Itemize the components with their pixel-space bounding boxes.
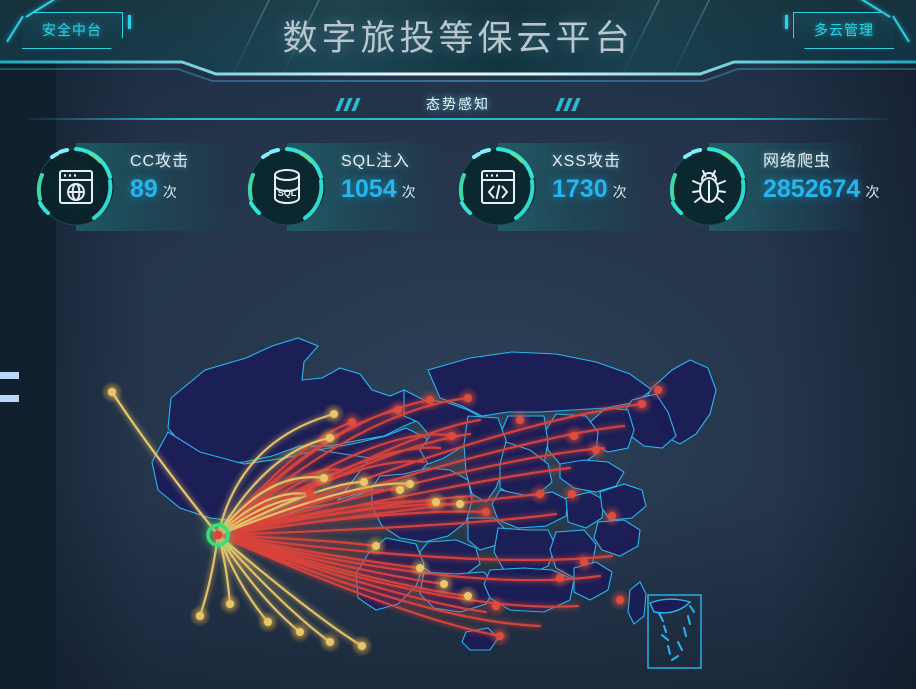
stat-card-ring: SQL xyxy=(241,141,333,233)
map-attack-nodes xyxy=(101,379,669,657)
section-underline xyxy=(28,118,888,120)
svg-text:SQL: SQL xyxy=(278,188,297,198)
stat-card-text: SQL注入 1054 次 xyxy=(341,151,453,207)
china-attack-map[interactable] xyxy=(0,250,916,689)
stat-card-value: 2852674 xyxy=(763,175,861,203)
stat-card-ring xyxy=(452,141,544,233)
stat-card-unit: 次 xyxy=(865,184,880,200)
stat-card-ring xyxy=(30,141,122,233)
left-edge-marker-1 xyxy=(0,372,19,379)
nav-button-security-center-label: 安全中台 xyxy=(42,21,102,38)
app-header: 数字旅投等保云平台 安全中台 多云管理 xyxy=(0,0,916,88)
page-title: 数字旅投等保云平台 xyxy=(282,19,634,59)
section-situational-awareness: 态势感知 xyxy=(0,92,916,120)
database-sql-icon: SQL xyxy=(274,169,300,204)
stat-card-unit: 次 xyxy=(612,184,627,200)
stat-card-value: 1054 xyxy=(341,175,397,203)
stat-card-name: 网络爬虫 xyxy=(763,153,832,170)
stat-card-text: CC攻击 89 次 xyxy=(130,151,242,207)
nav-button-multicloud-label: 多云管理 xyxy=(814,21,874,38)
browser-globe-icon xyxy=(59,170,93,204)
stat-card[interactable]: 网络爬虫 2852674 次 xyxy=(657,137,879,237)
left-edge-strip xyxy=(0,0,56,689)
left-button-tick xyxy=(128,15,131,29)
stat-card[interactable]: SQL SQL注入 1054 次 xyxy=(235,137,450,237)
map-inset-south-china-sea xyxy=(647,594,702,669)
right-button-tick xyxy=(785,15,788,29)
stat-card-name: SQL注入 xyxy=(341,153,411,170)
section-title: 态势感知 xyxy=(426,96,490,112)
nav-button-security-center[interactable]: 安全中台 xyxy=(22,12,123,49)
code-window-icon xyxy=(481,170,515,204)
stat-card-text: 网络爬虫 2852674 次 xyxy=(763,151,898,207)
stat-card-value: 1730 xyxy=(552,175,608,203)
bug-icon xyxy=(692,170,726,203)
stat-card-unit: 次 xyxy=(401,184,416,200)
map-source-node xyxy=(206,523,230,547)
stat-card[interactable]: CC攻击 89 次 xyxy=(24,137,239,237)
stat-card-name: CC攻击 xyxy=(130,153,190,170)
stat-card-value: 89 xyxy=(130,175,158,203)
left-edge-marker-2 xyxy=(0,395,19,402)
stat-card-name: XSS攻击 xyxy=(552,153,622,170)
stat-card-value-row: 1730 次 xyxy=(552,175,664,207)
nav-button-multicloud[interactable]: 多云管理 xyxy=(793,12,894,49)
stat-card-list: CC攻击 89 次 xyxy=(24,137,916,237)
stat-card-unit: 次 xyxy=(162,184,177,200)
stat-card-value-row: 89 次 xyxy=(130,175,242,207)
stat-card-value-row: 2852674 次 xyxy=(763,175,898,207)
stat-card-text: XSS攻击 1730 次 xyxy=(552,151,664,207)
stat-card[interactable]: XSS攻击 1730 次 xyxy=(446,137,661,237)
header-edge-lines xyxy=(0,60,916,82)
stat-card-value-row: 1054 次 xyxy=(341,175,453,207)
stat-card-ring xyxy=(663,141,755,233)
